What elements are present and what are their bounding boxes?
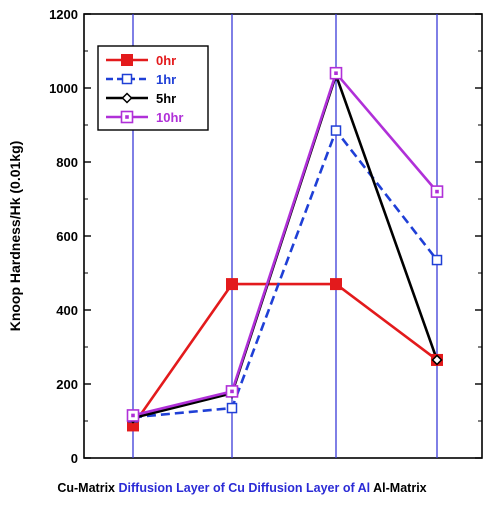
- legend-marker-1hr: [121, 73, 133, 85]
- legend-marker-10hr-dot: [125, 115, 129, 119]
- point-1hr-2: [226, 402, 238, 414]
- x-category-label-4: Al-Matrix: [370, 481, 427, 495]
- legend-label-5hr: 5hr: [156, 91, 176, 106]
- series-line-1hr: [132, 129, 439, 419]
- y-tick-label-400: 400: [56, 303, 78, 318]
- point-0hr-3: [330, 278, 342, 291]
- y-axis-title: Knoop Hardness/Hk (0.01kg): [7, 141, 23, 332]
- x-category-label-3: Diffusion Layer of Al: [245, 481, 370, 495]
- legend-label-1hr: 1hr: [156, 72, 176, 87]
- legend-label-10hr: 10hr: [156, 110, 183, 125]
- point-1hr-4: [431, 254, 443, 266]
- x-category-labels: Cu-Matrix Diffusion Layer of Cu Diffusio…: [57, 481, 426, 495]
- y-tick-label-200: 200: [56, 377, 78, 392]
- legend-label-0hr: 0hr: [156, 53, 176, 68]
- y-tick-label-1200: 1200: [49, 7, 78, 22]
- point-1hr-3: [330, 125, 342, 136]
- y-tick-label-800: 800: [56, 155, 78, 170]
- point-10hr-2-dot: [230, 389, 234, 394]
- x-category-label-2: Diffusion Layer of Cu: [115, 481, 245, 495]
- y-tick-label-1000: 1000: [49, 81, 78, 96]
- series-line-0hr: [131, 282, 438, 427]
- x-category-label-1: Cu-Matrix: [57, 481, 115, 495]
- point-10hr-1-dot: [131, 413, 135, 418]
- point-10hr-3-dot: [334, 71, 338, 75]
- y-tick-label-0: 0: [71, 451, 78, 466]
- legend-marker-0hr: [121, 54, 133, 66]
- legend-marker-5hr: [121, 92, 133, 104]
- series-line-10hr: [132, 71, 438, 417]
- point-10hr-4-dot: [435, 189, 439, 194]
- point-0hr-2: [226, 278, 238, 291]
- y-tick-label-600: 600: [56, 229, 78, 244]
- point-5hr-4: [431, 354, 443, 366]
